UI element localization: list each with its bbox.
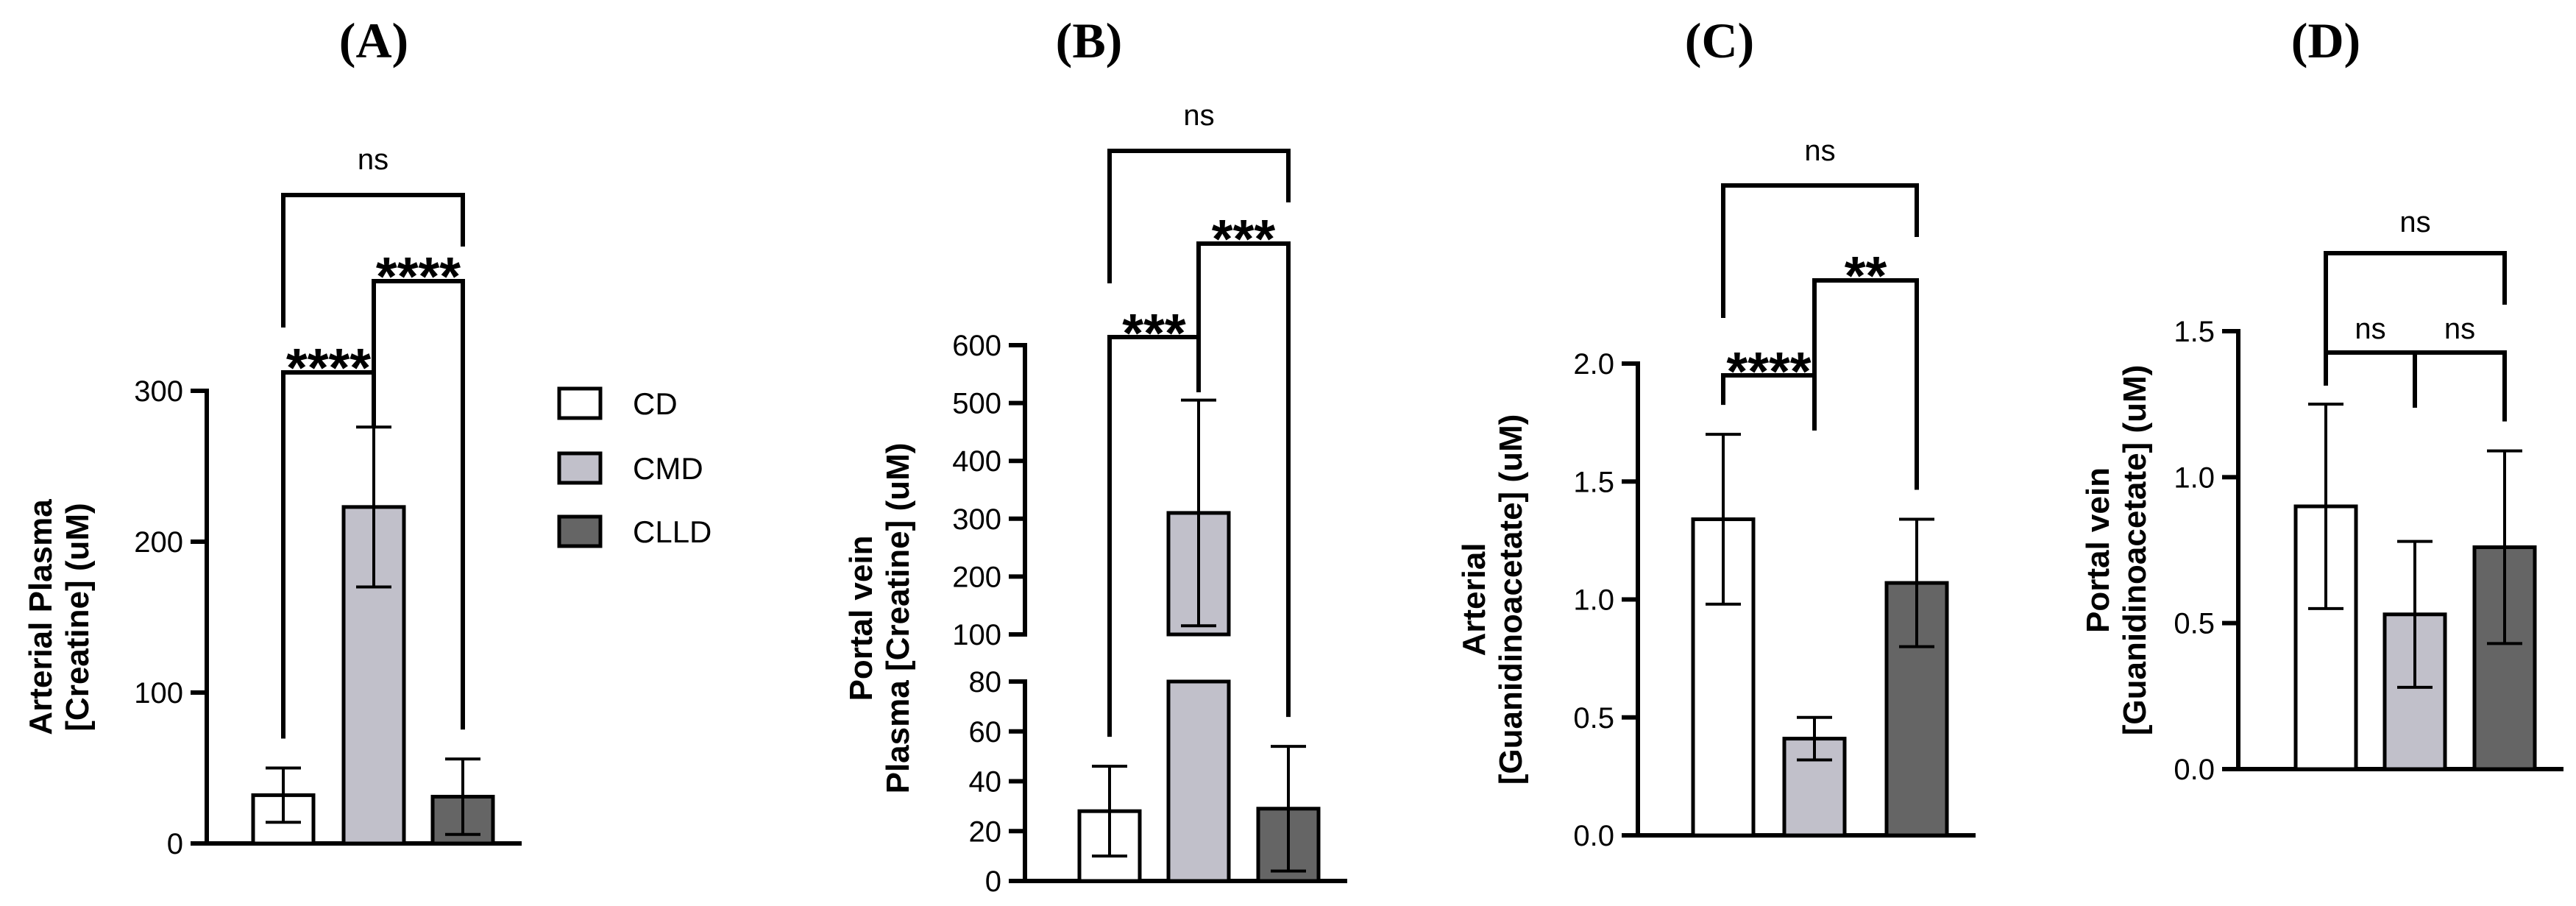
significance-bracket — [1721, 373, 1817, 431]
y-axis-label: Arterial Plasma — [23, 499, 59, 735]
significance-label: **** — [1726, 341, 1811, 402]
significance-label: **** — [376, 246, 461, 307]
y-tick-label: 300 — [952, 503, 1001, 536]
y-tick-label: 1.0 — [2174, 461, 2215, 494]
significance-bracket — [2324, 251, 2507, 386]
y-tick-label: 200 — [134, 526, 183, 559]
axis-break-gap — [1165, 637, 1232, 679]
y-tick-label: 0.5 — [2174, 608, 2215, 640]
y-tick-label: 1.0 — [1573, 584, 1614, 617]
legend-label: CLLD — [633, 514, 712, 549]
y-tick-label: 40 — [969, 766, 1002, 799]
significance-bracket — [2413, 350, 2507, 422]
y-axis-label: Plasma [Creatine] (uM) — [880, 443, 916, 794]
y-axis-label: Arterial — [1456, 542, 1492, 656]
y-tick-label: 0.5 — [1573, 702, 1614, 735]
significance-bracket — [281, 370, 376, 739]
y-tick-label: 300 — [134, 375, 183, 408]
y-tick-label: 20 — [969, 815, 1002, 848]
y-tick-label: 100 — [134, 677, 183, 709]
panel-title: (B) — [1056, 13, 1123, 68]
significance-label: ns — [358, 144, 388, 176]
legend-swatch-cd — [557, 386, 603, 420]
significance-bracket — [1812, 278, 1919, 490]
bar-cmd-lower — [1166, 679, 1231, 883]
y-axis-label: [Creatine] (uM) — [60, 503, 96, 731]
significance-label: *** — [1212, 208, 1276, 269]
legend-label: CD — [633, 386, 678, 421]
panel-title: (C) — [1685, 13, 1754, 68]
significance-bracket — [2324, 350, 2417, 404]
y-tick-label: 0 — [167, 828, 183, 860]
y-tick-label: 400 — [952, 445, 1001, 478]
significance-bracket — [372, 279, 465, 730]
significance-label: ns — [1804, 135, 1835, 167]
y-tick-label: 600 — [952, 330, 1001, 362]
significance-label: ns — [2355, 313, 2385, 345]
y-axis-label: Portal vein — [2080, 467, 2116, 633]
significance-bracket — [1196, 241, 1291, 718]
y-tick-label: 80 — [969, 666, 1002, 698]
y-tick-label: 1.5 — [2174, 316, 2215, 348]
y-tick-label: 500 — [952, 388, 1001, 420]
significance-bracket — [1107, 149, 1291, 283]
y-tick-label: 0 — [985, 866, 1001, 898]
y-tick-label: 2.0 — [1573, 348, 1614, 381]
y-tick-label: 0.0 — [2174, 754, 2215, 786]
y-tick-label: 60 — [969, 716, 1002, 748]
y-axis-label: [Guanidinoacetate] (uM) — [1493, 414, 1529, 785]
legend-swatch-cmd — [557, 451, 603, 485]
significance-bracket — [1107, 335, 1201, 737]
significance-label: ns — [2444, 313, 2475, 345]
y-tick-label: 200 — [952, 561, 1001, 593]
legend-swatch-clld — [557, 514, 603, 548]
y-axis-label: [Guanidinoacetate] (uM) — [2117, 365, 2153, 736]
y-tick-label: 1.5 — [1573, 466, 1614, 498]
panel-title: (D) — [2291, 13, 2360, 68]
significance-label: ns — [1183, 99, 1214, 132]
y-axis-label: Portal vein — [843, 536, 879, 701]
significance-label: ** — [1845, 245, 1887, 306]
significance-bracket — [1721, 183, 1919, 318]
significance-label: **** — [286, 337, 371, 398]
legend-label: CMD — [633, 451, 703, 486]
y-tick-label: 0.0 — [1573, 820, 1614, 852]
significance-label: *** — [1122, 302, 1186, 364]
significance-bracket — [281, 193, 465, 328]
y-tick-label: 100 — [952, 619, 1001, 651]
panel-title: (A) — [339, 13, 408, 68]
significance-label: ns — [2399, 206, 2430, 238]
